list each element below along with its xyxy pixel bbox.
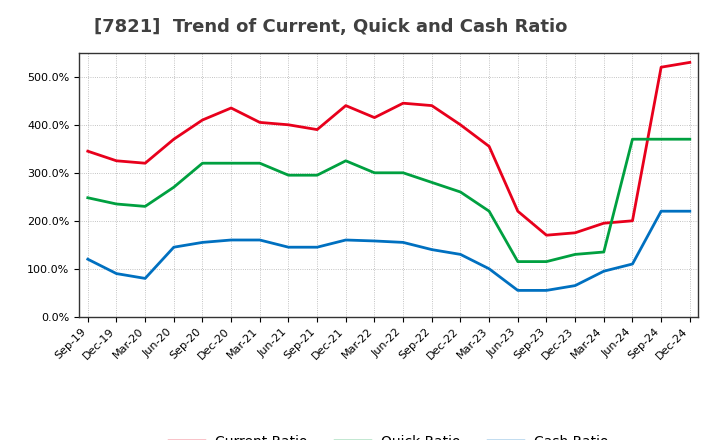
- Cash Ratio: [513, 288, 522, 293]
- Line: Quick Ratio: Quick Ratio: [88, 139, 690, 262]
- Current Ratio: [141, 161, 150, 166]
- Quick Ratio: [198, 161, 207, 166]
- Current Ratio: [284, 122, 293, 128]
- Quick Ratio: [542, 259, 551, 264]
- Cash Ratio: [141, 276, 150, 281]
- Quick Ratio: [456, 189, 465, 194]
- Current Ratio: [571, 230, 580, 235]
- Quick Ratio: [571, 252, 580, 257]
- Current Ratio: [657, 65, 665, 70]
- Current Ratio: [370, 115, 379, 120]
- Quick Ratio: [600, 249, 608, 255]
- Line: Cash Ratio: Cash Ratio: [88, 211, 690, 290]
- Cash Ratio: [256, 237, 264, 242]
- Quick Ratio: [141, 204, 150, 209]
- Current Ratio: [341, 103, 350, 108]
- Line: Current Ratio: Current Ratio: [88, 62, 690, 235]
- Cash Ratio: [600, 268, 608, 274]
- Quick Ratio: [227, 161, 235, 166]
- Quick Ratio: [513, 259, 522, 264]
- Cash Ratio: [341, 237, 350, 242]
- Cash Ratio: [370, 238, 379, 244]
- Current Ratio: [542, 233, 551, 238]
- Cash Ratio: [485, 266, 493, 271]
- Quick Ratio: [284, 172, 293, 178]
- Current Ratio: [485, 144, 493, 149]
- Cash Ratio: [456, 252, 465, 257]
- Quick Ratio: [370, 170, 379, 176]
- Text: [7821]  Trend of Current, Quick and Cash Ratio: [7821] Trend of Current, Quick and Cash …: [94, 18, 567, 36]
- Current Ratio: [428, 103, 436, 108]
- Cash Ratio: [284, 245, 293, 250]
- Legend: Current Ratio, Quick Ratio, Cash Ratio: Current Ratio, Quick Ratio, Cash Ratio: [169, 435, 608, 440]
- Current Ratio: [456, 122, 465, 128]
- Cash Ratio: [542, 288, 551, 293]
- Cash Ratio: [227, 237, 235, 242]
- Current Ratio: [399, 101, 408, 106]
- Quick Ratio: [256, 161, 264, 166]
- Current Ratio: [513, 209, 522, 214]
- Current Ratio: [112, 158, 121, 163]
- Cash Ratio: [112, 271, 121, 276]
- Cash Ratio: [428, 247, 436, 252]
- Quick Ratio: [628, 136, 636, 142]
- Cash Ratio: [84, 257, 92, 262]
- Cash Ratio: [657, 209, 665, 214]
- Current Ratio: [198, 117, 207, 123]
- Cash Ratio: [685, 209, 694, 214]
- Current Ratio: [685, 60, 694, 65]
- Current Ratio: [169, 136, 178, 142]
- Current Ratio: [312, 127, 321, 132]
- Cash Ratio: [571, 283, 580, 288]
- Current Ratio: [227, 105, 235, 110]
- Quick Ratio: [112, 202, 121, 207]
- Current Ratio: [84, 149, 92, 154]
- Cash Ratio: [198, 240, 207, 245]
- Quick Ratio: [685, 136, 694, 142]
- Quick Ratio: [341, 158, 350, 163]
- Current Ratio: [628, 218, 636, 224]
- Quick Ratio: [169, 184, 178, 190]
- Quick Ratio: [485, 209, 493, 214]
- Quick Ratio: [312, 172, 321, 178]
- Cash Ratio: [628, 261, 636, 267]
- Quick Ratio: [84, 195, 92, 200]
- Cash Ratio: [169, 245, 178, 250]
- Current Ratio: [600, 220, 608, 226]
- Cash Ratio: [312, 245, 321, 250]
- Current Ratio: [256, 120, 264, 125]
- Quick Ratio: [399, 170, 408, 176]
- Quick Ratio: [657, 136, 665, 142]
- Quick Ratio: [428, 180, 436, 185]
- Cash Ratio: [399, 240, 408, 245]
